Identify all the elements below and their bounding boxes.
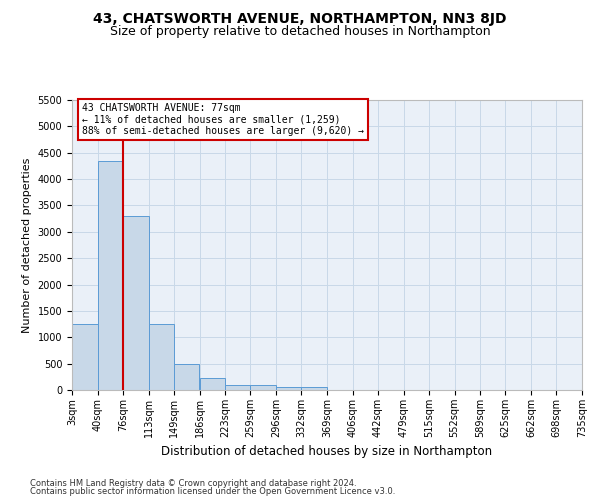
Bar (123, 216, 149, 390)
Bar (200, 378, 225, 390)
Text: 43 CHATSWORTH AVENUE: 77sqm
← 11% of detached houses are smaller (1,259)
88% of : 43 CHATSWORTH AVENUE: 77sqm ← 11% of det… (82, 103, 364, 136)
Bar (250, 386, 276, 390)
Text: Size of property relative to detached houses in Northampton: Size of property relative to detached ho… (110, 25, 490, 38)
X-axis label: Distribution of detached houses by size in Northampton: Distribution of detached houses by size … (161, 446, 493, 458)
Bar (72, 324, 98, 390)
Text: Contains HM Land Registry data © Crown copyright and database right 2024.: Contains HM Land Registry data © Crown c… (30, 478, 356, 488)
Bar (149, 324, 173, 390)
Text: 43, CHATSWORTH AVENUE, NORTHAMPTON, NN3 8JD: 43, CHATSWORTH AVENUE, NORTHAMPTON, NN3 … (93, 12, 507, 26)
Bar (226, 386, 250, 390)
Text: Contains public sector information licensed under the Open Government Licence v3: Contains public sector information licen… (30, 487, 395, 496)
Bar (98, 160, 123, 390)
Bar (276, 387, 301, 390)
Bar (174, 364, 199, 390)
Y-axis label: Number of detached properties: Number of detached properties (22, 158, 32, 332)
Bar (301, 387, 327, 390)
